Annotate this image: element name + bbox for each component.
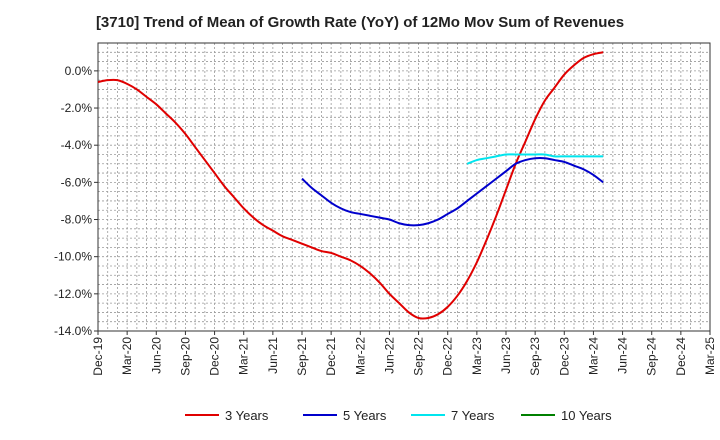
x-tick-label: Dec-19	[91, 337, 105, 376]
y-tick-label: -12.0%	[54, 287, 92, 301]
y-tick-label: -10.0%	[54, 250, 92, 264]
x-tick-label: Dec-20	[208, 337, 222, 376]
legend-label-10-years: 10 Years	[561, 408, 612, 423]
y-tick-label: -2.0%	[61, 101, 93, 115]
x-tick-label: Mar-24	[586, 337, 600, 375]
legend-label-3-years: 3 Years	[225, 408, 269, 423]
x-tick-label: Jun-20	[149, 337, 163, 374]
x-tick-label: Mar-20	[120, 337, 134, 375]
chart-title: [3710] Trend of Mean of Growth Rate (YoY…	[95, 14, 625, 31]
plot-area-frame	[97, 42, 711, 332]
series-line-7-years	[466, 153, 604, 165]
y-tick-label: 0.0%	[65, 64, 93, 78]
x-tick-label: Jun-21	[266, 337, 280, 374]
x-tick-label: Sep-20	[178, 337, 192, 376]
x-tick-label: Dec-24	[674, 337, 688, 376]
series-line-3-years	[97, 51, 604, 320]
series-line-5-years	[301, 156, 604, 227]
y-tick-label: -14.0%	[54, 324, 92, 338]
legend-label-5-years: 5 Years	[343, 408, 387, 423]
x-tick-label: Mar-21	[237, 337, 251, 375]
x-tick-label: Dec-23	[557, 337, 571, 376]
x-tick-label: Jun-24	[616, 337, 630, 374]
x-tick-label: Sep-21	[295, 337, 309, 376]
x-tick-label: Mar-25	[703, 337, 717, 375]
x-tick-label: Dec-22	[441, 337, 455, 376]
x-tick-label: Jun-23	[499, 337, 513, 374]
x-tick-label: Jun-22	[382, 337, 396, 374]
x-tick-label: Sep-23	[528, 337, 542, 376]
x-tick-label: Mar-22	[353, 337, 367, 375]
x-tick-label: Sep-22	[412, 337, 426, 376]
y-tick-label: -4.0%	[61, 138, 93, 152]
x-tick-label: Mar-23	[470, 337, 484, 375]
y-tick-label: -6.0%	[61, 175, 93, 189]
y-tick-label: -8.0%	[61, 213, 93, 227]
x-tick-label: Sep-24	[645, 337, 659, 376]
x-tick-label: Dec-21	[324, 337, 338, 376]
legend-label-7-years: 7 Years	[451, 408, 495, 423]
